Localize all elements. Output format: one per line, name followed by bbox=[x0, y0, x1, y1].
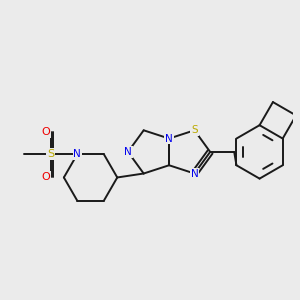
Text: N: N bbox=[190, 169, 198, 178]
Text: O: O bbox=[41, 127, 50, 136]
Text: S: S bbox=[47, 149, 54, 159]
Text: S: S bbox=[191, 125, 198, 135]
Text: O: O bbox=[41, 172, 50, 182]
Text: N: N bbox=[124, 147, 132, 157]
Text: N: N bbox=[73, 149, 81, 159]
Text: N: N bbox=[165, 134, 173, 144]
